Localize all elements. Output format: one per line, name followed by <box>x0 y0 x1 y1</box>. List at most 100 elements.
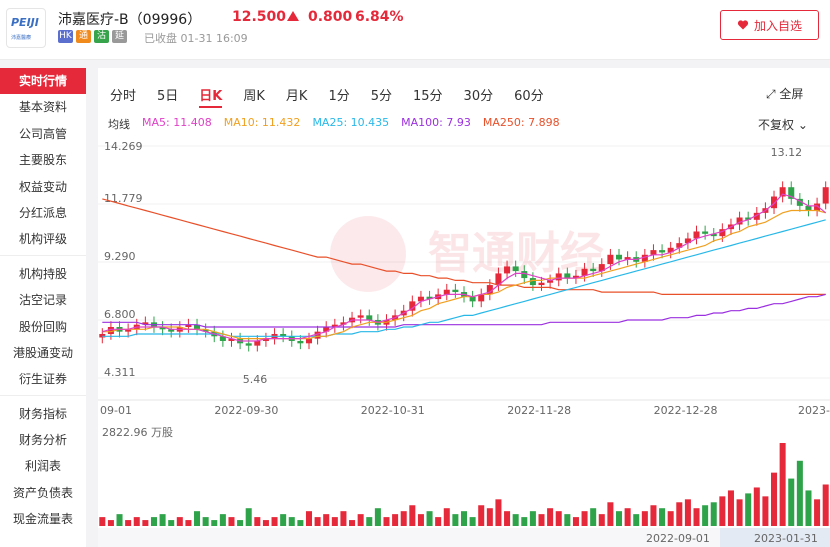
volume-bar <box>521 517 528 526</box>
candle-body <box>409 301 416 311</box>
volume-bar <box>107 520 114 526</box>
candle-body <box>788 187 795 199</box>
ma-legend-item: MA25: 10.435 <box>312 116 390 129</box>
tab-period[interactable]: 日K <box>199 85 223 108</box>
volume-bar <box>805 490 812 526</box>
candle-body <box>357 315 364 318</box>
volume-bar <box>228 517 235 526</box>
price-adjust-label: 不复权 <box>758 118 795 132</box>
volume-bar <box>590 508 597 526</box>
volume-label: 2822.96 万股 <box>102 426 173 439</box>
sidebar-item[interactable]: 利润表 <box>24 459 61 474</box>
sidebar-item[interactable]: 沽空记录 <box>18 293 67 308</box>
volume-bar <box>727 490 734 526</box>
sidebar-item[interactable]: 机构持股 <box>18 266 67 281</box>
sidebar-item[interactable]: 权益变动 <box>18 179 67 194</box>
sidebar-item[interactable]: 资产负债表 <box>12 485 73 500</box>
sidebar-item[interactable]: 机构评级 <box>18 232 67 247</box>
sidebar-item[interactable]: 港股通变动 <box>12 345 73 360</box>
volume-bar <box>194 511 201 526</box>
volume-bar <box>142 520 149 526</box>
volume-bar <box>538 514 545 526</box>
volume-bar <box>271 517 278 526</box>
tab-period[interactable]: 月K <box>285 89 308 104</box>
volume-bar <box>159 514 166 526</box>
tab-period[interactable]: 5分 <box>370 89 392 104</box>
volume-bar <box>753 487 760 526</box>
volume-bar <box>176 517 183 526</box>
candle-body <box>443 289 450 295</box>
candle-body <box>547 280 554 283</box>
x-tick-label: 2022-10-31 <box>361 404 425 417</box>
candle-body <box>340 322 347 325</box>
candle-body <box>615 254 623 260</box>
candle-body <box>107 327 114 334</box>
volume-bar <box>581 511 588 526</box>
tab-period[interactable]: 1分 <box>328 89 350 104</box>
tab-period[interactable]: 周K <box>243 89 265 104</box>
stock-price: 12.500 <box>232 9 287 25</box>
fullscreen-button[interactable]: ⤢ 全屏 <box>766 85 803 102</box>
tab-period[interactable]: 60分 <box>514 89 544 104</box>
candle-body <box>159 327 166 330</box>
volume-bar <box>667 511 674 526</box>
candle-body <box>572 275 579 279</box>
volume-bar <box>366 517 373 526</box>
candle-body <box>814 203 821 211</box>
sidebar-item[interactable]: 基本资料 <box>18 100 67 115</box>
volume-bar <box>340 511 347 526</box>
y-tick-label: 9.290 <box>104 250 136 263</box>
candle-body <box>822 187 829 204</box>
volume-bar <box>564 514 571 526</box>
candle-body <box>142 322 149 325</box>
market-badge: 沽 <box>94 30 109 43</box>
y-tick-label: 4.311 <box>104 366 136 379</box>
volume-bar <box>495 499 502 526</box>
sidebar-item[interactable]: 财务指标 <box>18 406 67 421</box>
sidebar-item[interactable]: 主要股东 <box>18 153 67 168</box>
add-to-watchlist-button[interactable]: 加入自选 <box>720 10 819 40</box>
y-tick-label: 6.800 <box>104 308 136 321</box>
volume-bar <box>710 502 717 526</box>
volume-bar <box>443 508 450 526</box>
sidebar-item[interactable]: 股份回购 <box>18 319 67 334</box>
volume-bar <box>547 508 554 526</box>
tab-period[interactable]: 15分 <box>413 89 443 104</box>
market-badge: 通 <box>76 30 91 43</box>
volume-bar <box>633 514 640 526</box>
range-end-label: 2023-01-31 <box>754 532 818 545</box>
range-start-label: 2022-09-01 <box>646 532 710 545</box>
candle-body <box>331 324 338 328</box>
sidebar-item[interactable]: 分红派息 <box>18 205 67 220</box>
candle-body <box>228 338 235 341</box>
volume-bar <box>245 508 252 526</box>
candle-body <box>297 340 304 344</box>
sidebar-item[interactable]: 衍生证券 <box>18 372 67 387</box>
volume-bar <box>788 478 795 526</box>
kline-chart[interactable]: 14.26911.7799.2906.8004.311智通财经13.125.46… <box>98 138 830 547</box>
stock-name: 沛嘉医疗-B（09996） <box>58 12 202 28</box>
stock-header: PEIJI 沛嘉醫療 沛嘉医疗-B（09996） 12.500 0.800 6.… <box>0 0 830 60</box>
candle-body <box>624 257 631 260</box>
low-price-annotation: 5.46 <box>243 373 267 386</box>
sidebar-item[interactable]: 财务分析 <box>18 433 67 448</box>
volume-bar <box>409 505 416 526</box>
tab-period[interactable]: 分时 <box>110 89 137 104</box>
volume-bar <box>572 517 579 526</box>
volume-bar <box>529 511 536 526</box>
tab-period[interactable]: 5日 <box>157 89 179 104</box>
tab-period[interactable]: 30分 <box>463 89 494 104</box>
volume-bar <box>641 511 648 526</box>
price-up-arrow-icon <box>287 11 299 21</box>
sidebar-item[interactable]: 现金流量表 <box>12 512 73 527</box>
candle-body <box>538 282 545 286</box>
logo-subtext: 沛嘉醫療 <box>11 35 32 41</box>
volume-bar <box>383 517 390 526</box>
volume-bar <box>796 460 803 526</box>
sidebar-item[interactable]: 公司高管 <box>18 126 67 141</box>
ma-line-ma10 <box>102 209 826 340</box>
sidebar-item[interactable]: 实时行情 <box>0 68 86 95</box>
candle-body <box>702 231 709 234</box>
volume-bar <box>400 511 407 526</box>
price-adjust-dropdown[interactable]: 不复权 ⌄ <box>758 116 808 133</box>
